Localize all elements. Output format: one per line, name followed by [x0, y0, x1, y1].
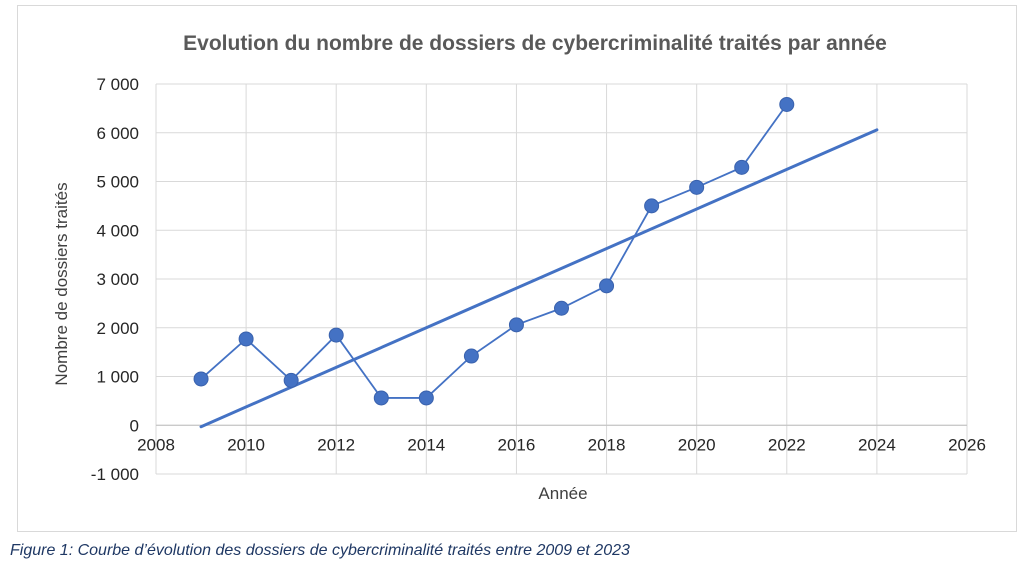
- data-point: [779, 96, 795, 112]
- data-point: [599, 278, 615, 294]
- chart-title: Evolution du nombre de dossiers de cyber…: [183, 32, 887, 55]
- y-tick-labels: -1 000 0 1 000 2 000 3 000 4 000 5 000 6 000 7 0…: [91, 75, 139, 484]
- x-tick-label: 2016: [498, 435, 536, 454]
- data-point: [238, 331, 254, 347]
- data-point: [734, 159, 750, 175]
- y-tick-label: 3 000: [96, 270, 139, 289]
- data-point: [418, 390, 434, 406]
- chart-frame: Evolution du nombre de dossiers de cyber…: [17, 5, 1017, 532]
- x-tick-label: 2024: [858, 435, 896, 454]
- x-axis-label: Année: [538, 484, 587, 503]
- data-point: [283, 372, 299, 388]
- figure-caption: Figure 1: Courbe d’évolution des dossier…: [10, 542, 630, 559]
- data-point: [689, 179, 705, 195]
- data-point: [463, 348, 479, 364]
- x-tick-label: 2010: [227, 435, 265, 454]
- series-group: [193, 96, 795, 406]
- data-point: [644, 198, 660, 214]
- y-tick-label: 5 000: [96, 173, 139, 192]
- data-point: [328, 327, 344, 343]
- x-tick-label: 2020: [678, 435, 716, 454]
- x-tick-label: 2014: [407, 435, 445, 454]
- trendline-group: [199, 128, 879, 429]
- chart-svg: Evolution du nombre de dossiers de cyber…: [52, 32, 986, 503]
- y-tick-label: 2 000: [96, 319, 139, 338]
- trendline: [199, 128, 879, 429]
- y-tick-label: 4 000: [96, 221, 139, 240]
- series-line: [200, 103, 788, 399]
- x-tick-label: 2022: [768, 435, 806, 454]
- data-point: [193, 371, 209, 387]
- x-tick-label: 2012: [317, 435, 355, 454]
- x-tick-label: 2008: [137, 435, 175, 454]
- y-axis-label: Nombre de dossiers traités: [52, 182, 71, 385]
- y-tick-label: 6 000: [96, 124, 139, 143]
- y-tick-label: 1 000: [96, 368, 139, 387]
- y-tick-label: -1 000: [91, 465, 139, 484]
- data-point: [508, 317, 524, 333]
- y-tick-label: 7 000: [96, 75, 139, 94]
- y-tick-label: 0: [130, 416, 139, 435]
- data-point: [373, 390, 389, 406]
- grid: [155, 83, 968, 475]
- x-tick-labels: 2008 2010 2012 2014 2016 2018 2020 2022 2024 2026: [137, 435, 986, 454]
- x-tick-label: 2026: [948, 435, 986, 454]
- x-tick-label: 2018: [588, 435, 626, 454]
- data-point: [554, 300, 569, 316]
